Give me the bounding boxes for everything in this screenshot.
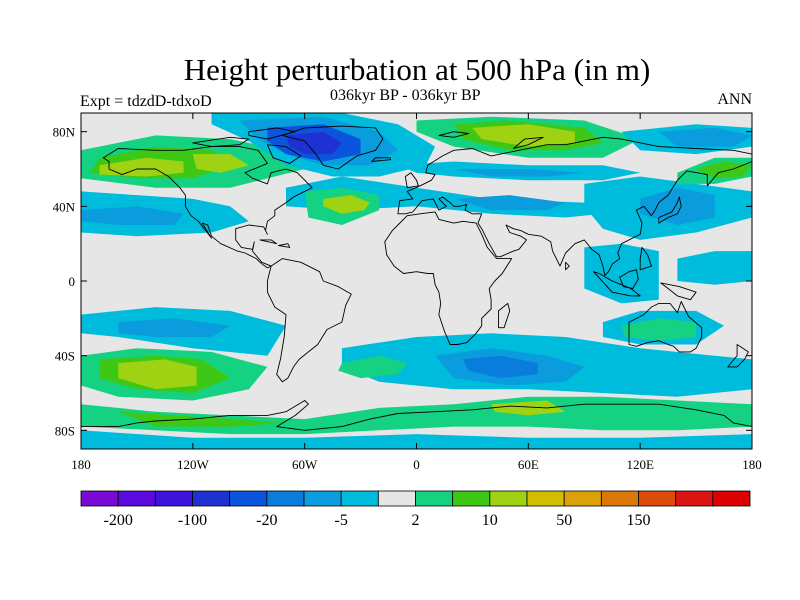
colorbar-tick-label: 10 — [482, 512, 498, 529]
field-region-nh-blue-pacific-north-inner — [640, 187, 715, 225]
coastline-new-guinea — [660, 282, 697, 301]
coastline-africa — [384, 211, 513, 345]
y-tick-label: 40N — [53, 199, 76, 214]
colorbar-box — [154, 490, 193, 507]
field-region-nh-pos-yellow-na — [99, 157, 184, 177]
field-region-sh-blue-antarctic-edge — [81, 430, 752, 449]
field-region-sh-green-atlantic — [338, 355, 408, 379]
coastline-borneo — [619, 269, 639, 289]
field-region-nh-pos-yellow-canada — [192, 154, 249, 173]
colorbar-box — [303, 490, 342, 507]
x-tick-label: 0 — [413, 457, 420, 472]
colorbar-tick-label: -200 — [104, 512, 133, 529]
coastline-uk — [404, 172, 419, 189]
colorbar-box — [600, 490, 639, 507]
longitude-axis: 180 120W 60W 0 60E 120E 180 — [71, 113, 762, 472]
field-region-nh-blue-n-atlantic-40N-inner — [81, 206, 184, 225]
colorbar-box — [712, 490, 751, 507]
x-tick-label: 120E — [626, 457, 654, 472]
x-tick-label: 180 — [742, 457, 762, 472]
field-region-nh-green-pacific-inner — [696, 161, 752, 179]
coastline-south-america — [266, 258, 352, 383]
colorbar-box — [229, 490, 268, 507]
period-label: 036kyr BP - 036kyr BP — [330, 87, 481, 104]
colorbar-box — [377, 490, 416, 507]
field-region-sh-yellow-pacific-south — [118, 359, 197, 390]
colorbar-tick-label: 2 — [412, 512, 420, 529]
colorbar-tick-label: -20 — [256, 512, 277, 529]
coastline-canadian-islands-b — [248, 127, 296, 140]
colorbar-tick-label: -5 — [335, 512, 348, 529]
colorbar-box — [80, 490, 119, 507]
colorbar-box — [415, 490, 454, 507]
coastline-antarctica — [81, 400, 752, 449]
y-tick-label: 40S — [55, 349, 75, 364]
field-region-nh-blue-pacific-east — [677, 251, 752, 285]
coastline-japan — [658, 196, 682, 224]
plot-title: Height perturbation at 500 hPa (in m) — [183, 52, 651, 87]
colorbar-box — [489, 490, 528, 507]
coastline-hispaniola — [278, 243, 291, 248]
coastline-canadian-islands-a — [192, 136, 250, 148]
y-tick-label: 80N — [53, 125, 76, 140]
x-tick-label: 120W — [177, 457, 210, 472]
field-region-nh-yellow-atlantic — [323, 195, 370, 214]
x-tick-label: 60W — [292, 457, 318, 472]
colorbar-box — [526, 490, 565, 507]
experiment-label: Expt = tdzdD-tdxoD — [80, 93, 212, 110]
coastline-svalbard — [438, 131, 470, 138]
colorbar-box — [192, 490, 231, 507]
season-label: ANN — [717, 91, 752, 108]
x-tick-label: 60E — [518, 457, 539, 472]
latitude-axis: 80N 40N 0 40S 80S — [53, 125, 752, 438]
field-region-nh-blue-siberia-inner — [658, 127, 752, 147]
field-region-nh-yellow-eurasia-north — [472, 124, 575, 147]
coastline-iceland — [371, 157, 391, 162]
field-region-nh-blue-atlantic-mid-inner — [453, 195, 566, 211]
height-field-layer — [81, 113, 752, 449]
field-region-sh-blue-atlantic-indian-core — [463, 355, 538, 379]
coastline-cuba — [259, 239, 278, 245]
field-region-sh-blue-band-west-inner — [118, 318, 231, 337]
coastline-madagascar — [498, 302, 511, 329]
colorbar-tick-label: -100 — [178, 512, 207, 529]
coastline-novaya-zemlya — [512, 136, 544, 149]
colorbar-box — [452, 490, 491, 507]
coastline-eurasia — [397, 136, 752, 276]
coastline-new-zealand — [727, 344, 749, 368]
colorbar-box — [675, 490, 714, 507]
colorbar-tick-label: 150 — [627, 512, 651, 529]
coastline-north-america — [102, 146, 313, 269]
colorbar-tick-label: 50 — [556, 512, 572, 529]
colorbar-box — [266, 490, 305, 507]
colorbar-box — [340, 490, 379, 507]
field-region-nh-blue-greenland-center — [286, 131, 342, 155]
colorbar-box — [638, 490, 677, 507]
field-region-nh-blue-atlantic-eurasia-inner — [453, 169, 585, 177]
field-region-sh-green-aus — [621, 318, 697, 341]
field-region-sh-yellow-antarctic — [491, 400, 566, 416]
coastline-australia — [628, 301, 703, 353]
y-tick-label: 0 — [69, 274, 76, 289]
coastline-greenland — [281, 125, 384, 170]
colorbar-box — [117, 490, 156, 507]
coastline-sri-lanka — [565, 261, 570, 271]
coastline-philippines — [639, 246, 652, 271]
y-tick-label: 80S — [55, 423, 75, 438]
coastline-layer — [81, 125, 752, 449]
colorbar-boxes — [80, 490, 751, 507]
colorbar-box — [563, 490, 602, 507]
field-region-sh-green-antarctic-inner — [118, 411, 286, 427]
colorbar-labels: -200 -100 -20 -5 2 10 50 150 — [104, 512, 651, 529]
coastline-baffin — [266, 144, 302, 164]
x-tick-label: 180 — [71, 457, 91, 472]
